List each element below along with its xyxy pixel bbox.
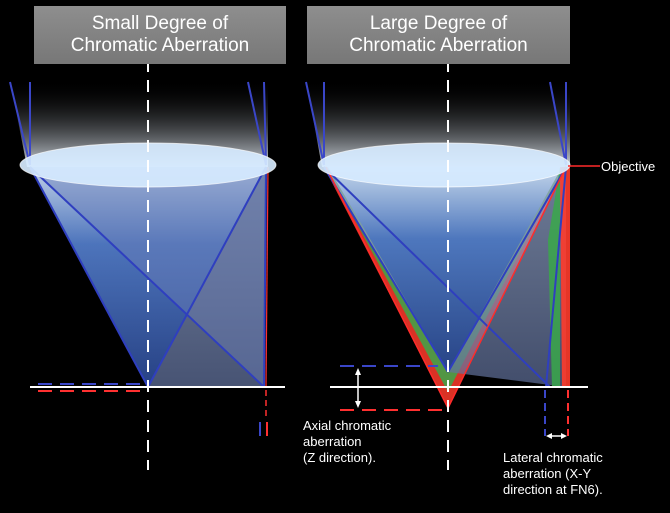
label-line: aberration (X-Y [503, 466, 592, 481]
focus-cone-right [328, 167, 562, 372]
lateral-red-bundle [560, 167, 570, 387]
incoming-ray [549, 81, 567, 166]
panel-title-line: Small Degree of [91, 13, 229, 34]
objective-lens-right-glow [317, 142, 571, 188]
converging-ray [323, 166, 551, 388]
converging-ray [265, 166, 269, 388]
lateral-arrow-head-left [546, 433, 552, 439]
incoming-ray [9, 81, 31, 166]
axial-arrow-head-up [355, 368, 361, 375]
converging-ray [545, 166, 567, 388]
axial-aberration-label: Axial chromatic aberration (Z direction)… [303, 418, 391, 466]
right-panel [305, 40, 600, 470]
objective-lens-right [318, 143, 570, 187]
objective-label: Objective [601, 159, 656, 174]
label-line: direction at FN6). [503, 482, 603, 497]
panel-title-large: Large Degree of Chromatic Aberration [307, 6, 570, 64]
converging-ray [323, 166, 449, 373]
axial-arrow-head-down [355, 401, 361, 408]
panel-title-line: Chromatic Aberration [349, 35, 528, 56]
converging-ray [29, 166, 265, 388]
incoming-ray [305, 81, 325, 166]
label-line: aberration [303, 434, 362, 449]
converging-ray [325, 166, 449, 409]
panel-title-small: Small Degree of Chromatic Aberration [34, 6, 286, 64]
panel-title-line: Large Degree of [369, 13, 508, 34]
converging-ray [29, 166, 149, 388]
panel-title-line: Chromatic Aberration [70, 35, 250, 56]
converging-ray [147, 166, 267, 388]
converging-ray [263, 166, 267, 388]
incoming-ray [263, 81, 267, 166]
left-panel [9, 40, 285, 470]
label-line: Axial chromatic [303, 418, 392, 433]
lateral-aberration-label: Lateral chromatic aberration (X-Y direct… [503, 450, 603, 498]
converging-ray [447, 166, 567, 409]
incoming-ray [247, 81, 267, 166]
label-line: Lateral chromatic [503, 450, 603, 465]
converging-ray [447, 166, 567, 373]
lateral-arrow-head-right [561, 433, 567, 439]
label-line: (Z direction). [303, 450, 376, 465]
